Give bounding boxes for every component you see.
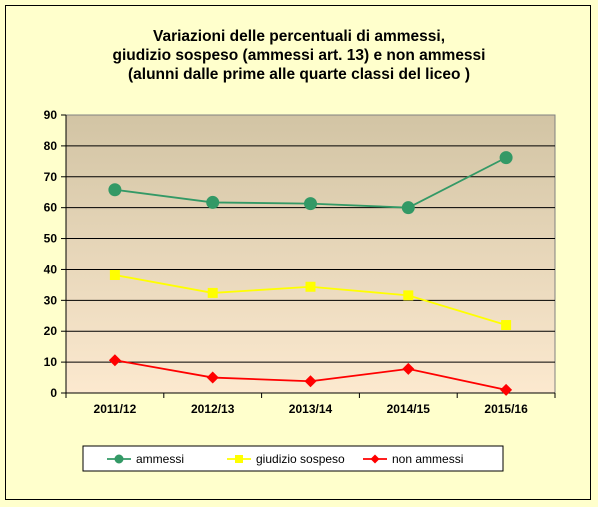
legend-marker <box>370 454 380 464</box>
y-tick-label: 60 <box>44 201 58 215</box>
y-tick-label: 80 <box>44 139 58 153</box>
data-point <box>500 383 513 396</box>
series-3 <box>108 354 513 396</box>
y-tick-label: 10 <box>44 355 58 369</box>
data-point <box>401 201 415 215</box>
y-tick-label: 30 <box>44 293 58 307</box>
y-tick-label: 0 <box>50 386 57 400</box>
data-point <box>501 320 512 331</box>
x-tick-label: 2011/12 <box>94 402 137 416</box>
x-tick-label: 2013/14 <box>289 402 333 416</box>
plot-area <box>65 114 556 394</box>
x-tick-label: 2015/16 <box>484 402 528 416</box>
data-point <box>402 362 415 375</box>
series-2 <box>109 270 512 331</box>
legend-box <box>82 445 504 472</box>
data-point <box>108 183 122 197</box>
y-tick-label: 70 <box>44 170 58 184</box>
data-point <box>206 195 220 209</box>
data-point <box>403 290 414 301</box>
legend-marker <box>114 454 124 464</box>
legend-label: ammessi <box>136 452 184 466</box>
chart-title: Variazioni delle percentuali di ammessi,… <box>0 27 598 84</box>
legend-marker <box>235 455 243 463</box>
data-point <box>207 287 218 298</box>
series-1 <box>108 151 513 215</box>
chart-title-line-1: Variazioni delle percentuali di ammessi, <box>152 28 446 45</box>
data-point <box>304 197 317 211</box>
x-tick-label: 2012/13 <box>191 402 235 416</box>
data-point <box>499 151 513 165</box>
data-point <box>305 281 316 292</box>
data-point <box>304 375 317 388</box>
legend-label: non ammessi <box>392 452 463 466</box>
data-point <box>206 371 219 384</box>
legend-label: giudizio sospeso <box>256 452 345 466</box>
y-tick-label: 50 <box>44 232 58 246</box>
y-tick-label: 20 <box>44 324 58 338</box>
data-point <box>109 270 120 281</box>
y-tick-label: 90 <box>44 108 58 122</box>
chart-title-line-2: giudizio sospeso (ammessi art. 13) e non… <box>112 47 486 64</box>
y-tick-label: 40 <box>44 262 58 276</box>
x-tick-label: 2014/15 <box>387 402 431 416</box>
chart-title-line-3: (alunni dalle prime alle quarte classi d… <box>128 66 470 83</box>
data-point <box>108 354 121 367</box>
